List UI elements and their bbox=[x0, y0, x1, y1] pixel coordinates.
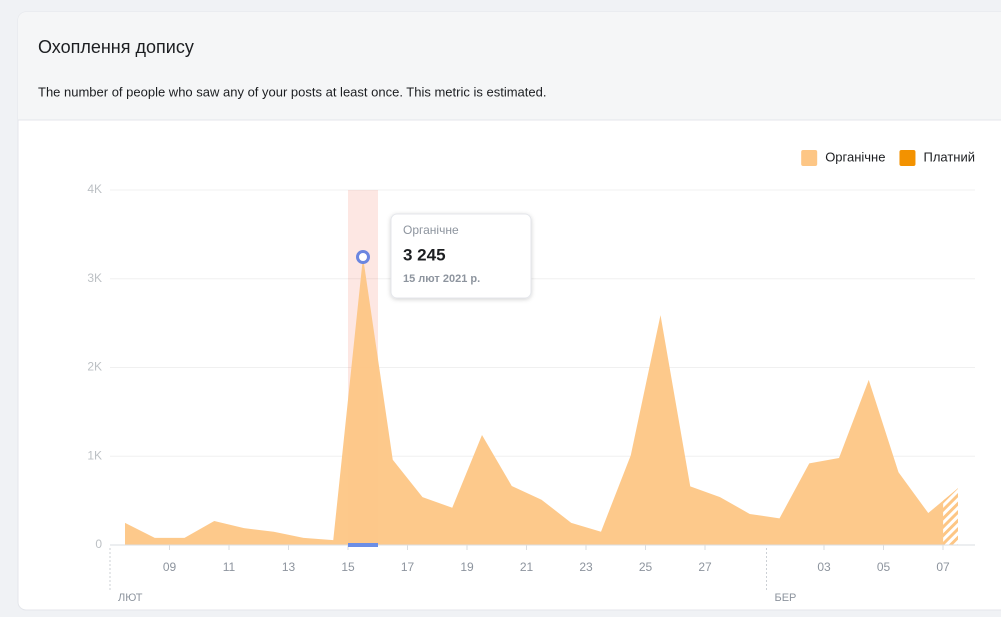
x-tick-label: 21 bbox=[520, 560, 534, 574]
highlight-point bbox=[356, 250, 370, 265]
x-tick-label: 27 bbox=[698, 560, 712, 574]
tooltip-series: Органічне bbox=[403, 223, 459, 237]
x-tick-label: 07 bbox=[936, 560, 950, 574]
x-tick-label: 11 bbox=[223, 560, 236, 574]
legend-label: Органічне bbox=[825, 149, 885, 164]
month-label: ЛЮТ bbox=[118, 592, 143, 604]
month-label: БЕР bbox=[775, 592, 797, 604]
card-title: Охоплення допису bbox=[38, 37, 194, 57]
y-tick-label: 4K bbox=[87, 182, 102, 196]
y-tick-label: 0 bbox=[95, 537, 102, 551]
y-tick-label: 3K bbox=[87, 271, 102, 285]
y-tick-label: 1K bbox=[87, 448, 102, 462]
x-tick-label: 19 bbox=[460, 560, 474, 574]
partial-area bbox=[943, 488, 958, 545]
tooltip-value: 3 245 bbox=[403, 245, 446, 264]
x-tick-label: 13 bbox=[282, 560, 296, 574]
y-tick-label: 2K bbox=[87, 360, 102, 374]
area bbox=[125, 257, 958, 545]
x-tick-label: 25 bbox=[639, 560, 653, 574]
x-tick-label: 05 bbox=[877, 560, 891, 574]
tooltip bbox=[390, 213, 532, 299]
x-tick-label: 15 bbox=[341, 560, 355, 574]
x-tick-label: 09 bbox=[163, 560, 177, 574]
card-header bbox=[18, 12, 1001, 120]
x-tick-label: 03 bbox=[817, 560, 831, 574]
legend-swatch bbox=[899, 150, 916, 166]
x-tick-label: 17 bbox=[401, 560, 415, 574]
card-subtitle: The number of people who saw any of your… bbox=[38, 84, 546, 99]
legend-swatch bbox=[801, 150, 818, 166]
tooltip-date: 15 лют 2021 р. bbox=[403, 273, 480, 285]
x-tick-label: 23 bbox=[579, 560, 593, 574]
legend-label: Платний bbox=[923, 149, 975, 164]
